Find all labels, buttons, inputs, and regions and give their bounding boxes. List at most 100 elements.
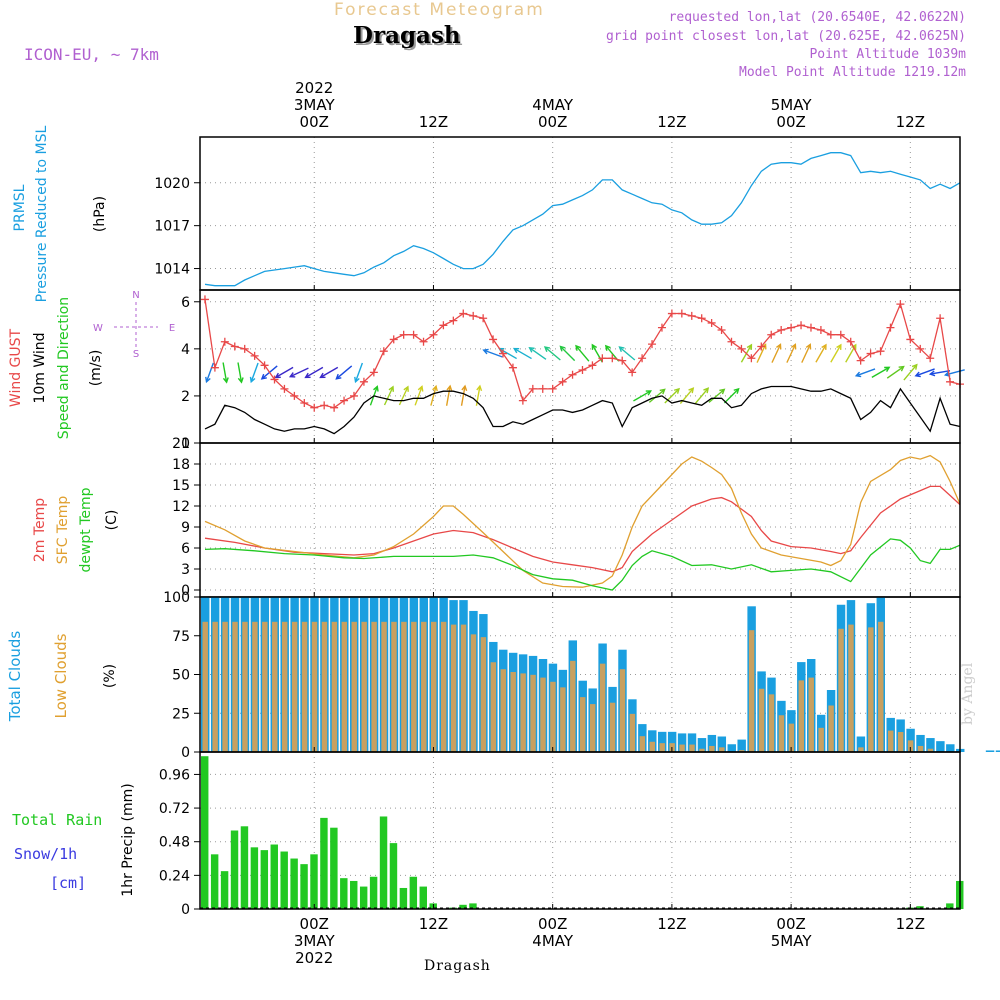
gust-marker xyxy=(379,347,388,356)
gust-marker xyxy=(320,401,329,410)
top-time-label: 3MAY xyxy=(294,96,336,114)
gust-marker xyxy=(707,318,716,327)
low-cloud-bar xyxy=(619,669,626,752)
low-cloud-bar xyxy=(570,660,576,752)
wind-arrow-head xyxy=(928,370,936,377)
gust-marker xyxy=(300,398,309,407)
temp-2m-label: 2m Temp xyxy=(32,498,48,562)
total-cloud-bar xyxy=(916,734,925,752)
low-cloud-bar xyxy=(500,669,506,752)
gust-marker xyxy=(816,326,825,335)
total-cloud-bar xyxy=(667,731,677,752)
wind-arrow-head xyxy=(249,376,256,384)
gust-marker xyxy=(290,391,299,400)
total-cloud-bar xyxy=(856,736,866,752)
wind-arrow xyxy=(930,369,951,375)
low-cloud-bar xyxy=(440,621,447,752)
gust-marker xyxy=(946,377,955,386)
gust-marker xyxy=(558,377,567,386)
gust-marker xyxy=(608,354,617,363)
low-cloud-bar xyxy=(748,630,755,752)
wind-arrow xyxy=(648,388,666,403)
gust-marker xyxy=(717,326,726,335)
low-cloud-bar xyxy=(272,621,278,752)
wind-arrow xyxy=(786,344,796,363)
series-line-wind10m xyxy=(204,385,961,435)
wind-arrow-head xyxy=(335,373,342,380)
precip-bar xyxy=(310,854,318,909)
precip-bar xyxy=(399,887,408,909)
wind-arrow-head xyxy=(775,343,782,350)
precip-bar xyxy=(230,830,239,909)
gust-marker xyxy=(747,354,756,363)
wind-arrow xyxy=(483,349,503,358)
bottom-time-label: 12Z xyxy=(896,915,925,933)
y-tick-label: 15 xyxy=(172,478,190,494)
gust-marker xyxy=(508,363,517,372)
wind-arrow-head xyxy=(237,377,244,384)
gust-marker xyxy=(856,356,865,365)
series-line-undefined xyxy=(204,152,961,287)
low-cloud-bar xyxy=(510,672,516,752)
wind-arrow xyxy=(903,364,918,381)
gust-marker xyxy=(568,370,577,379)
low-cloud-bar xyxy=(411,621,417,752)
wind-arrow xyxy=(633,390,652,402)
low-cloud-bar xyxy=(331,621,338,752)
wind-arrow-head xyxy=(205,376,211,384)
panel-precip: 0 0.24 0.48 0.72 0.96 xyxy=(159,751,964,918)
panel-temperature: 0 3 6 9 12 15 18 21 xyxy=(172,436,961,599)
wind-arrow xyxy=(871,366,890,378)
wind-arrow-head xyxy=(482,348,489,355)
gust-marker xyxy=(439,321,448,330)
gust-marker xyxy=(399,330,408,339)
wind-arrow xyxy=(354,362,364,383)
low-cloud-bar xyxy=(371,621,377,752)
y-tick-label: 1014 xyxy=(154,262,190,278)
compass-e: E xyxy=(169,323,175,334)
wind-arrow-head xyxy=(354,376,360,384)
wind-arrow xyxy=(855,368,876,377)
gust-marker xyxy=(270,375,279,384)
wind-arrow-head xyxy=(543,346,551,353)
low-cloud-bar xyxy=(907,740,914,752)
wind-arrow-head xyxy=(884,366,891,373)
precip-bar xyxy=(270,844,278,909)
wind-arrow-head xyxy=(805,343,812,350)
top-time-label: 5MAY xyxy=(771,96,813,114)
low-cloud-bar xyxy=(897,732,904,752)
wind-gust-label: Wind GUST xyxy=(8,328,24,407)
precip-bar xyxy=(459,904,467,909)
y-tick-label: 0 xyxy=(181,745,190,761)
precip-bar xyxy=(350,880,358,909)
gust-marker xyxy=(866,349,875,358)
gust-marker xyxy=(369,368,378,377)
gust-marker xyxy=(826,330,835,339)
gust-marker xyxy=(548,384,557,393)
location-title: Dragash xyxy=(353,22,461,49)
gust-marker xyxy=(409,330,418,339)
wind-arrow-head xyxy=(373,385,379,392)
wind-arrow xyxy=(664,388,680,404)
gust-marker xyxy=(916,344,925,353)
model-altitude: Model Point Altitude 1219.12m xyxy=(739,65,966,80)
wind-arrow-head xyxy=(659,388,666,395)
wind-arrow-head xyxy=(688,387,695,394)
low-cloud-bar xyxy=(719,747,725,752)
precip-bar xyxy=(250,847,259,909)
wind-arrow-head xyxy=(790,343,797,350)
low-cloud-bar xyxy=(421,621,427,752)
gust-marker xyxy=(489,335,498,344)
gust-marker xyxy=(459,309,468,318)
wind-arrow xyxy=(289,367,309,378)
gust-marker xyxy=(499,349,508,358)
wind-unit: (m/s) xyxy=(88,350,104,387)
gust-marker xyxy=(479,314,488,323)
y-tick-label: 75 xyxy=(172,629,190,645)
precip-bar xyxy=(300,864,308,909)
total-cloud-bar xyxy=(727,744,736,752)
low-cloud-bar xyxy=(868,627,874,752)
y-tick-label: 0.48 xyxy=(159,835,190,851)
low-cloud-bar xyxy=(470,634,477,752)
low-cloud-bar xyxy=(550,681,556,752)
